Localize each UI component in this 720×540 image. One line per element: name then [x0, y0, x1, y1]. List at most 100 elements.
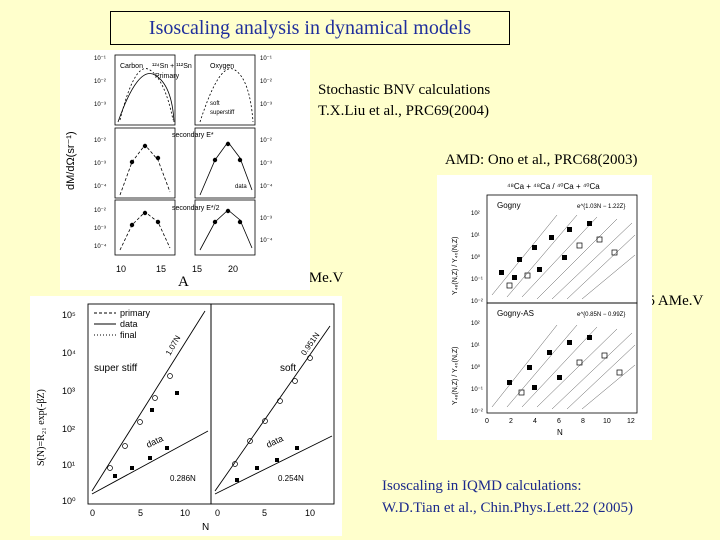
iqmd-ylabel: S(N)=R₂₁ exp(-βZ): [36, 389, 47, 466]
bnv-point: [129, 159, 135, 165]
iqmd-point-filled: [113, 474, 117, 478]
bnv-curve-br: [199, 209, 253, 251]
bnv-ytick-right: 10⁻⁴: [260, 237, 273, 244]
amd-xtick: 4: [533, 418, 537, 425]
iqmd-point-filled: [130, 466, 134, 470]
amd-point: [557, 375, 562, 380]
amd-ytick: 10⁰: [471, 364, 481, 371]
amd-ytick: 10¹: [471, 343, 480, 349]
iqmd-point: [262, 418, 268, 424]
bnv-ytick-left: 10⁻⁴: [94, 243, 107, 250]
amd-point: [587, 335, 592, 340]
amd-point: [527, 365, 532, 370]
amd-xtick: 12: [627, 418, 635, 425]
iqmd-point-filled: [295, 446, 299, 450]
amd-point-open: [524, 272, 531, 279]
iqmd-point: [232, 461, 238, 467]
iqmd-citation-line1: Isoscaling in IQMD calculations:: [382, 478, 582, 494]
amd-point-open: [611, 249, 618, 256]
amd-ytick: 10⁰: [471, 254, 481, 261]
iqmd-point: [152, 395, 158, 401]
iqmd-left-panel-label: super stiff: [94, 363, 137, 374]
amd-ytick: 10⁻¹: [471, 277, 483, 283]
iqmd-left-primary-fit: [91, 310, 206, 492]
amd-point-open: [596, 236, 603, 243]
bnv-point: [225, 208, 231, 214]
amd-point-open: [576, 242, 583, 249]
iqmd-ytick: 10⁰: [62, 496, 76, 506]
bnv-frame-tr: [194, 54, 256, 126]
amd-point: [507, 380, 512, 385]
bnv-top-label-4: Primary: [155, 73, 180, 80]
amd-point: [517, 257, 522, 262]
iqmd-point: [277, 398, 283, 404]
bnv-ytick-left: 10⁻²: [94, 208, 106, 214]
bnv-legend-data: data: [235, 184, 247, 190]
bnv-point: [129, 222, 135, 228]
amd-ylabel-top: Y₄₈(N,Z) / Y₄₀(N,Z): [452, 237, 459, 295]
amd-top-fit: e^{1.03N − 1.22Z}: [577, 204, 625, 210]
amd-point: [499, 270, 504, 275]
bnv-point: [142, 143, 148, 149]
amd-fit-lines-top: [491, 214, 636, 300]
amd-point: [532, 385, 537, 390]
amd-point-open: [601, 352, 608, 359]
iqmd-point: [307, 355, 313, 361]
amd-point: [512, 275, 517, 280]
bnv-legend-superstiff: superstiff: [210, 110, 235, 116]
iqmd-ytick: 10²: [62, 424, 75, 434]
bnv-curve-tl: [119, 68, 174, 121]
bnv-citation-line1: Stochastic BNV calculations: [318, 82, 491, 98]
iqmd-right-panel-label: soft: [280, 363, 296, 374]
bnv-curve-bl: [119, 211, 171, 251]
iqmd-figure: S(N)=R₂₁ exp(-βZ) primary data final sup…: [30, 296, 342, 536]
amd-ytick: 10⁻²: [471, 409, 483, 415]
iqmd-legend-final: final: [120, 330, 137, 340]
iqmd-point: [247, 438, 253, 444]
iqmd-frame-right: [210, 303, 335, 505]
amd-xtick: 8: [581, 418, 585, 425]
amd-point-open: [518, 389, 525, 396]
iqmd-point-filled: [255, 466, 259, 470]
iqmd-right-data-label: data: [265, 433, 285, 449]
amd-top-model: Gogny: [497, 201, 521, 210]
iqmd-point-filled: [275, 458, 279, 462]
iqmd-right-primary-label: 0.951N: [299, 331, 321, 357]
iqmd-xtick: 10: [180, 508, 190, 518]
bnv-ytick-right: 10⁻⁴: [260, 183, 273, 190]
bnv-xtick-3: 15: [192, 264, 202, 274]
amd-xtick: 6: [557, 418, 561, 425]
iqmd-xlabel: N: [202, 522, 209, 533]
amd-point: [532, 245, 537, 250]
bnv-ytick-right: 10⁻³: [260, 102, 272, 108]
iqmd-left-data-label: data: [145, 433, 165, 449]
amd-ytick: 10⁻¹: [471, 387, 483, 393]
bnv-point: [237, 157, 243, 163]
iqmd-left-data-fit-label: 0.286N: [170, 474, 196, 483]
iqmd-point-filled: [150, 408, 154, 412]
iqmd-ytick: 10¹: [62, 460, 75, 470]
iqmd-legend-data: data: [120, 319, 138, 329]
bnv-legend-soft: soft: [210, 101, 220, 107]
iqmd-point-filled: [235, 478, 239, 482]
amd-point: [549, 235, 554, 240]
bnv-frame-mr: [194, 127, 256, 199]
iqmd-ytick: 10⁵: [62, 310, 76, 320]
bnv-citation-line2: T.X.Liu et al., PRC69(2004): [318, 103, 489, 119]
iqmd-point-filled: [175, 391, 179, 395]
bnv-xtick-2: 15: [156, 264, 166, 274]
iqmd-xtick: 10: [305, 508, 315, 518]
iqmd-xtick: 0: [90, 508, 95, 518]
iqmd-right-data-fit: [214, 435, 333, 495]
iqmd-xtick: 0: [215, 508, 220, 518]
amd-xtick: 0: [485, 418, 489, 425]
bnv-top-label-1: Carbon: [120, 63, 143, 70]
amd-bottom-fit: e^{0.85N − 0.99Z}: [577, 312, 625, 318]
iqmd-legend-primary: primary: [120, 308, 151, 318]
bnv-frame-bl: [114, 199, 176, 256]
iqmd-left-data-fit: [91, 430, 209, 495]
amd-ytick: 10²: [471, 321, 480, 327]
bnv-ytick-left: 10⁻³: [94, 226, 106, 232]
iqmd-xtick: 5: [138, 508, 143, 518]
bnv-frame-tl: [114, 54, 176, 126]
